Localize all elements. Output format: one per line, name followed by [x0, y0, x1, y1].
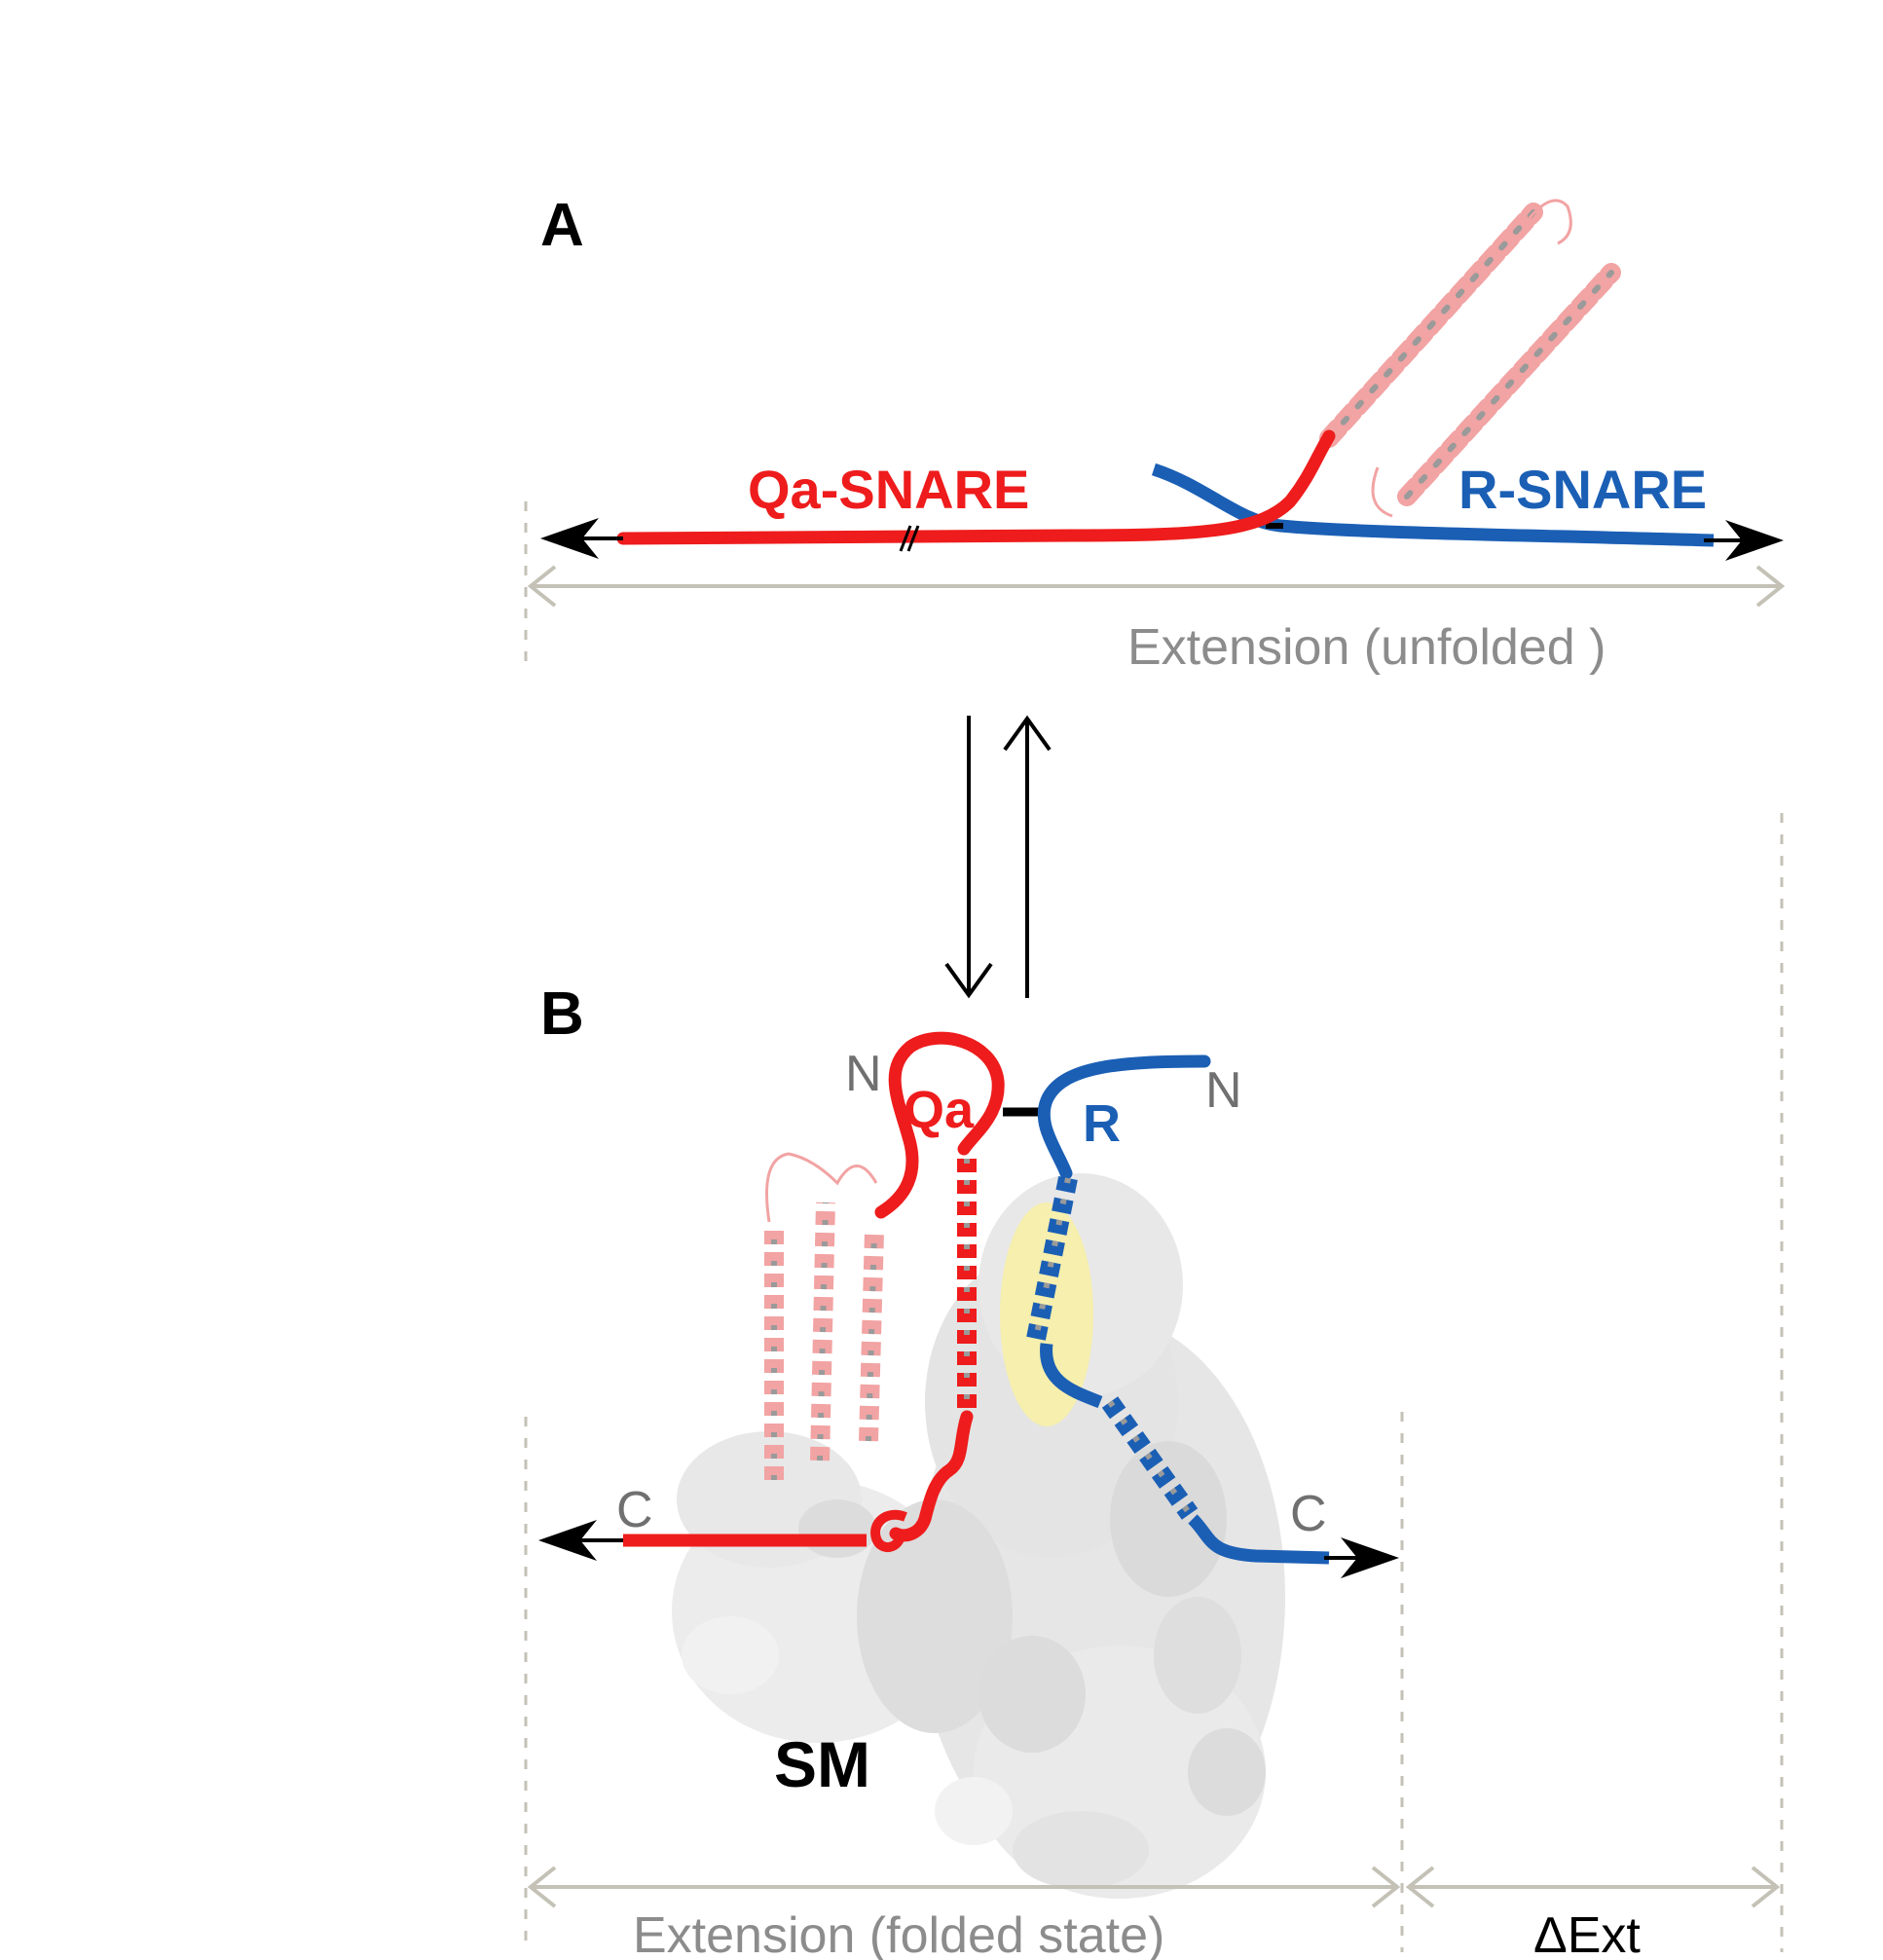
- panel-b-r-chain: [1025, 1054, 1330, 1565]
- equilibrium-arrows: [944, 715, 1052, 999]
- panel-b-qa-c-terminus: C: [616, 1482, 653, 1538]
- panel-b-r-c-terminus: C: [1290, 1486, 1327, 1542]
- panel-a-right-pull-arrow: [1704, 520, 1784, 561]
- panel-b-qa-label: Qa: [904, 1081, 975, 1139]
- panel-a-left-pull-arrow: [540, 518, 623, 559]
- sm-label: SM: [774, 1728, 870, 1800]
- panel-a-helix-bundle: [1319, 199, 1621, 518]
- panel-a-qa-label: Qa-SNARE: [748, 459, 1029, 520]
- panel-b-left-pull-arrow: [538, 1520, 623, 1561]
- panel-b-delta-label: ΔExt: [1533, 1907, 1641, 1960]
- panel-b-letter: B: [540, 980, 584, 1048]
- panel-a-extension-arrow: [527, 565, 1786, 608]
- panel-b: B: [524, 813, 1784, 1960]
- panel-a: A: [524, 192, 1786, 676]
- panel-b-right-pull-arrow: [1324, 1537, 1399, 1578]
- panel-a-extension-label: Extension (unfolded ): [1127, 619, 1606, 676]
- panel-a-r-label: R-SNARE: [1458, 459, 1707, 520]
- panel-b-qa-n-terminus: N: [845, 1046, 882, 1102]
- panel-b-r-label: R: [1083, 1094, 1121, 1153]
- panel-a-qa-snare-strand: [616, 429, 1336, 545]
- panel-a-r-snare-strand: [1151, 462, 1715, 547]
- panel-b-delta-arrow: [1405, 1866, 1781, 1908]
- panel-b-qa-chain: [623, 1031, 1005, 1552]
- panel-b-extension-label: Extension (folded state): [633, 1907, 1164, 1960]
- panel-b-habc-helices: [764, 1152, 884, 1480]
- panel-b-extension-arrow: [527, 1866, 1401, 1908]
- panel-a-break-mark: [899, 525, 920, 552]
- panel-a-letter: A: [540, 192, 584, 259]
- panel-b-r-n-terminus: N: [1205, 1062, 1242, 1119]
